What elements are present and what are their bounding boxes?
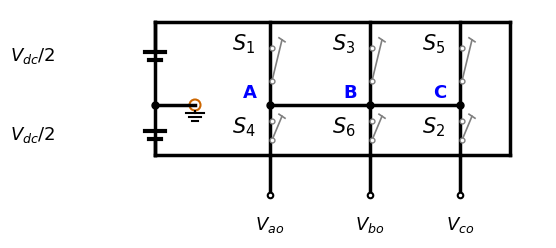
Text: A: A <box>243 84 257 102</box>
Text: $S_6$: $S_6$ <box>332 115 356 139</box>
Text: $V_{dc}/2$: $V_{dc}/2$ <box>10 45 55 65</box>
Text: C: C <box>433 84 446 102</box>
Text: $S_4$: $S_4$ <box>232 115 256 139</box>
Text: $V_{dc}/2$: $V_{dc}/2$ <box>10 125 55 145</box>
Text: $V_{ao}$: $V_{ao}$ <box>255 215 285 235</box>
Text: $V_{bo}$: $V_{bo}$ <box>355 215 385 235</box>
Text: $V_{co}$: $V_{co}$ <box>446 215 474 235</box>
Text: $S_1$: $S_1$ <box>232 32 256 56</box>
Text: $S_3$: $S_3$ <box>332 32 356 56</box>
Text: $S_2$: $S_2$ <box>423 115 445 139</box>
Text: $S_5$: $S_5$ <box>423 32 445 56</box>
Text: B: B <box>343 84 357 102</box>
